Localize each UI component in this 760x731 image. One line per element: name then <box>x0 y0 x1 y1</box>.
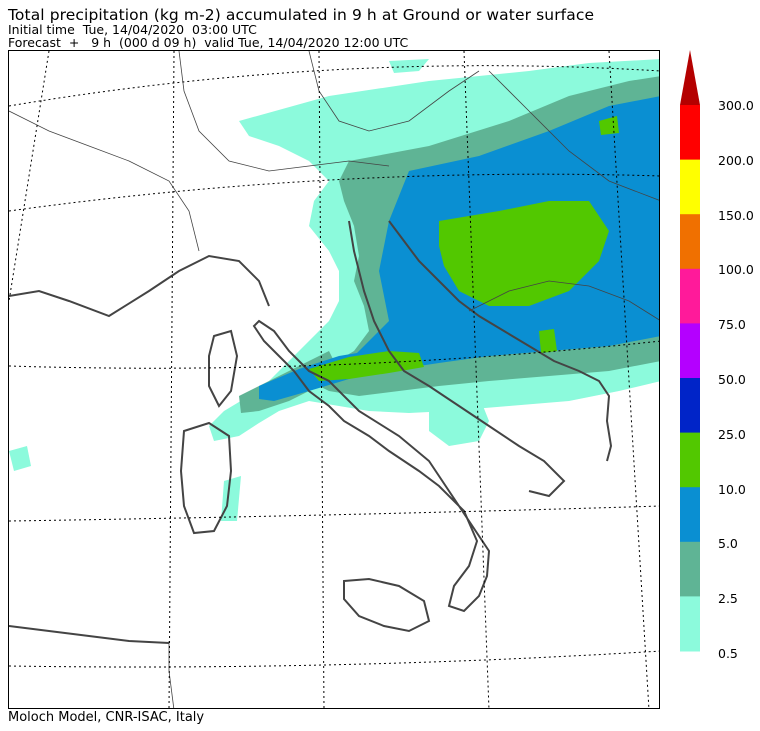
legend-swatch <box>680 159 700 215</box>
meridian-2 <box>168 51 175 708</box>
legend-label: 75.0 <box>718 317 746 333</box>
precip-spot-0.5-3 <box>389 59 429 73</box>
legend-swatch <box>680 596 700 652</box>
map-canvas <box>9 51 659 708</box>
border-balkans <box>468 280 659 321</box>
adriatic-east-coast <box>388 220 613 462</box>
precip-band-10.0 <box>439 201 609 306</box>
italy-coastline <box>252 319 491 613</box>
legend-swatch <box>680 541 700 597</box>
legend-swatch <box>680 487 700 543</box>
precip-spot-10.0-2 <box>539 329 557 353</box>
forecast-time: Forecast + 9 h (000 d 09 h) valid Tue, 1… <box>8 35 409 50</box>
sicily <box>343 577 431 633</box>
meridian-5 <box>608 51 650 708</box>
precip-band-0.5-south <box>429 396 489 446</box>
legend-swatch <box>680 323 700 379</box>
legend-label: 200.0 <box>718 152 754 168</box>
legend-label: 150.0 <box>718 207 754 223</box>
legend-label: 2.5 <box>718 591 738 607</box>
legend-label: 300.0 <box>718 98 754 113</box>
ligurian-coast <box>9 254 270 318</box>
country-borders <box>9 51 659 708</box>
precip-spot-0.5-2 <box>221 476 241 521</box>
meridian-1 <box>9 51 50 302</box>
precip-spot-10.0-1 <box>599 116 619 135</box>
precipitation-map <box>8 50 660 709</box>
parallel-2 <box>9 173 659 212</box>
africa-coast <box>9 625 170 644</box>
italy-east-coast <box>348 220 566 498</box>
border-alps <box>178 51 390 172</box>
parallel-4 <box>9 505 659 522</box>
sardinia <box>179 421 233 535</box>
initial-time: Initial time Tue, 14/04/2020 03:00 UTC <box>8 22 257 37</box>
legend-bar <box>680 50 700 652</box>
precip-spot-0.5-1 <box>9 446 31 471</box>
legend-label: 0.5 <box>718 646 738 661</box>
legend-label: 50.0 <box>718 372 746 387</box>
legend-swatch <box>680 432 700 488</box>
legend-label: 5.0 <box>718 536 738 552</box>
border-france <box>9 110 200 252</box>
legend-swatch <box>680 268 700 324</box>
border-east <box>488 70 659 201</box>
graticule <box>9 51 659 708</box>
legend-swatch <box>680 105 700 161</box>
legend-swatch <box>680 378 700 434</box>
legend-label: 10.0 <box>718 481 746 497</box>
coastlines <box>9 220 613 644</box>
legend-label: 25.0 <box>718 426 746 442</box>
precip-color-legend <box>680 50 700 656</box>
map-title: Total precipitation (kg m-2) accumulated… <box>8 6 595 24</box>
parallel-3 <box>9 340 659 369</box>
parallel-5 <box>9 650 659 668</box>
corsica <box>208 329 239 408</box>
border-north <box>308 51 480 132</box>
legend-swatch <box>680 214 700 270</box>
legend-label: 100.0 <box>718 262 754 278</box>
model-credit: Moloch Model, CNR-ISAC, Italy <box>8 710 205 725</box>
legend-overflow-arrow <box>680 50 700 105</box>
precipitation-field <box>9 59 659 521</box>
